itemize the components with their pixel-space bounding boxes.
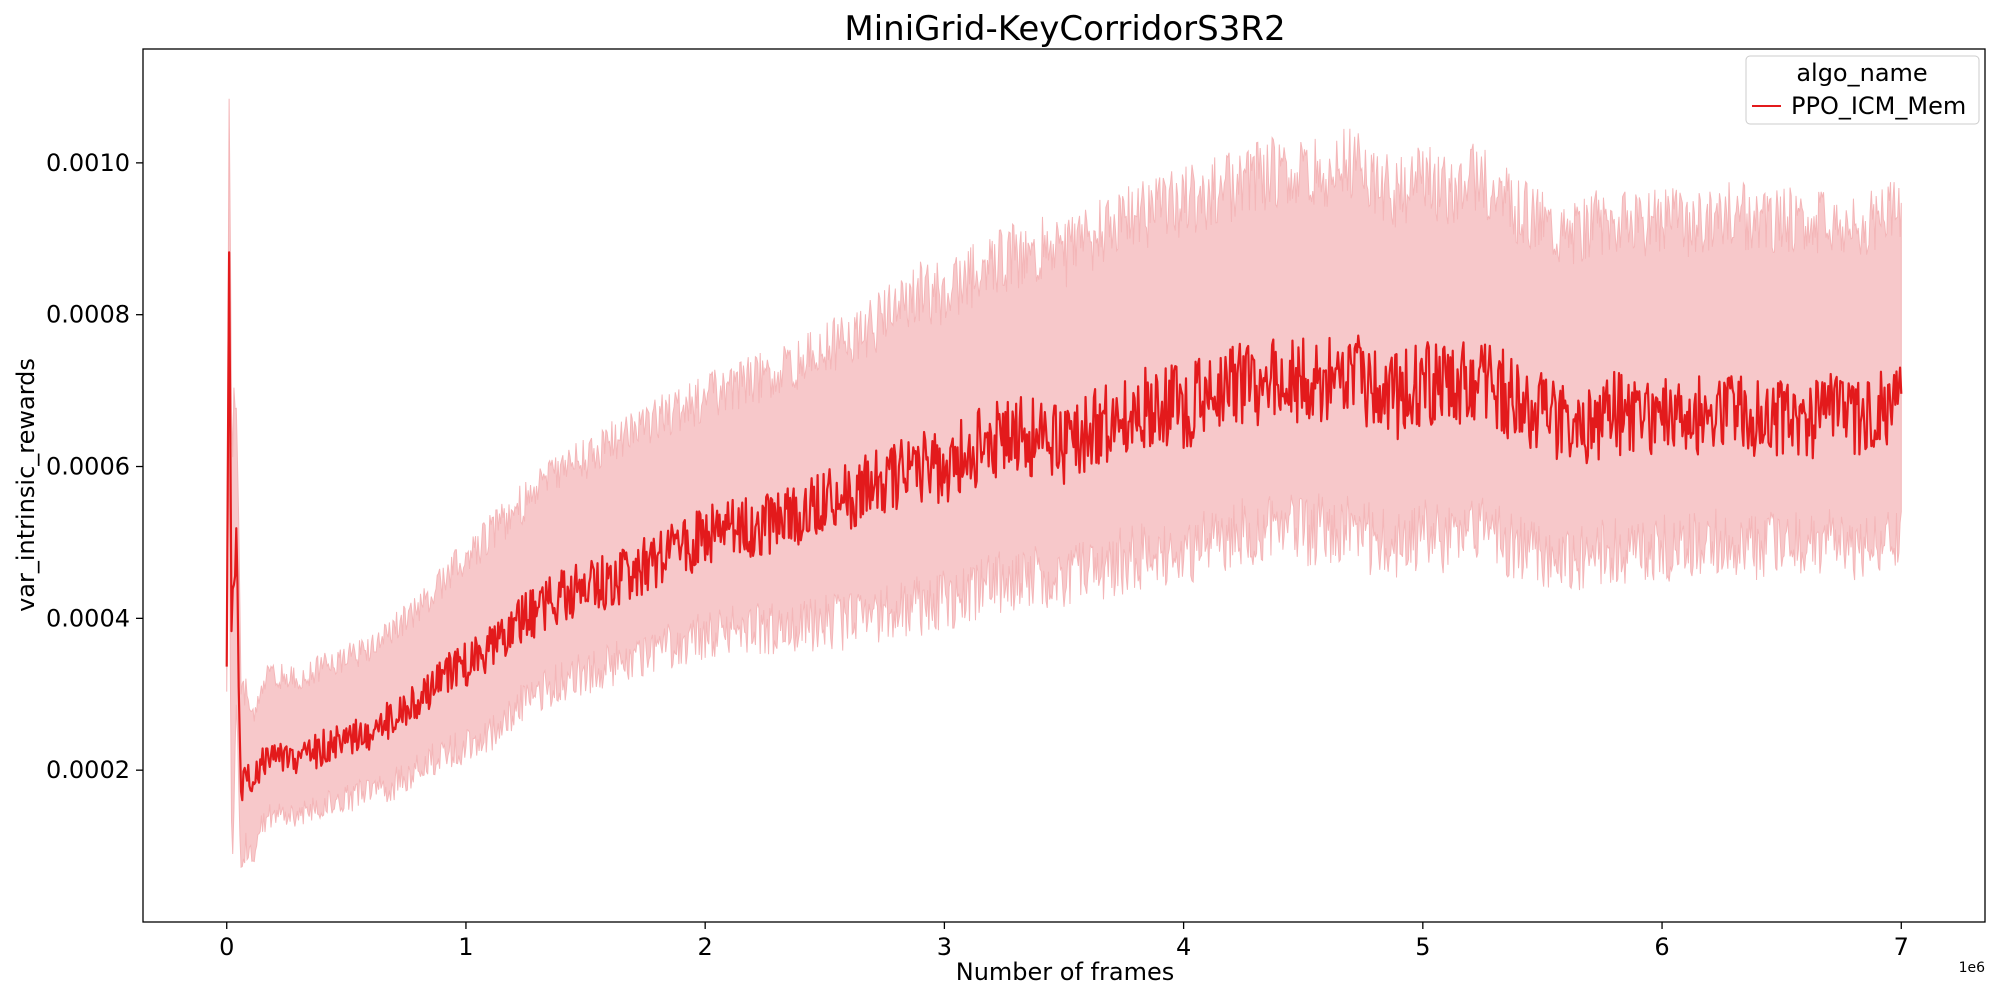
plot-area xyxy=(142,48,1986,923)
series-line-layer xyxy=(225,251,1903,802)
x-tick-label: 6 xyxy=(1654,933,1669,961)
y-tick-label: 0.0010 xyxy=(46,149,130,177)
x-tick-label: 1 xyxy=(458,933,473,961)
x-axis-label: Number of frames xyxy=(956,958,1174,986)
x-tick-label: 3 xyxy=(937,933,952,961)
legend-entry-label: PPO_ICM_Mem xyxy=(1791,92,1966,120)
y-tick-label: 0.0006 xyxy=(46,453,130,481)
plot-frame xyxy=(142,48,1986,923)
legend-box xyxy=(1745,55,1980,125)
x-tick-label: 2 xyxy=(698,933,713,961)
y-axis: 0.0002 0.0004 0.0006 0.0008 0.0010 xyxy=(46,149,143,784)
y-tick-label: 0.0004 xyxy=(46,604,130,632)
chart-title: MiniGrid-KeyCorridorS3R2 xyxy=(844,9,1285,49)
x-tick-label: 7 xyxy=(1894,933,1909,961)
legend: algo_name PPO_ICM_Mem xyxy=(1745,55,1980,125)
y-tick-label: 0.0008 xyxy=(46,301,130,329)
legend-title: algo_name xyxy=(1796,59,1927,87)
x-tick-label: 5 xyxy=(1415,933,1430,961)
y-tick-label: 0.0002 xyxy=(46,756,130,784)
x-axis-offset-label: 1e6 xyxy=(1959,960,1986,976)
x-tick-label: 4 xyxy=(1176,933,1191,961)
y-axis-label: var_intrinsic_rewards xyxy=(12,358,40,612)
x-tick-label: 0 xyxy=(219,933,234,961)
x-axis: 0 1 2 3 4 5 6 7 xyxy=(219,922,1909,961)
series-line-0 xyxy=(225,251,1903,802)
